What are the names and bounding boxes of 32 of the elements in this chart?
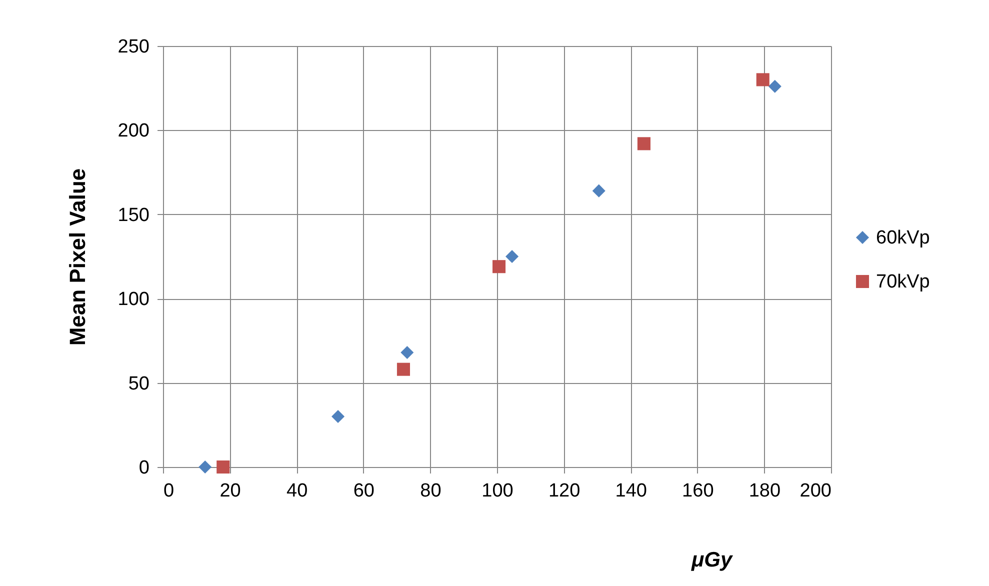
- x-tick-label: 80: [420, 480, 442, 502]
- x-axis-title: μGy: [690, 548, 734, 572]
- point: [216, 460, 230, 474]
- point: [331, 410, 345, 423]
- legend-label: 60kVp: [876, 228, 930, 248]
- y-axis-title: Mean Pixel Value: [64, 168, 90, 346]
- point: [768, 80, 782, 93]
- point: [198, 460, 212, 474]
- x-tick-label: 120: [548, 480, 580, 502]
- y-tick-label: 50: [128, 373, 150, 394]
- y-tick-label: 200: [118, 120, 150, 142]
- x-tick-label: 180: [748, 480, 781, 502]
- x-tick-label: 40: [286, 480, 308, 502]
- y-tick-label: 250: [118, 36, 150, 58]
- x-tick-label: 160: [682, 480, 714, 502]
- x-tick-label: 140: [615, 480, 647, 502]
- x-tick-label: 200: [800, 480, 832, 502]
- x-tick-label: 20: [220, 480, 241, 502]
- point: [506, 250, 519, 264]
- y-tick-label: 100: [118, 289, 150, 310]
- point: [396, 362, 410, 376]
- y-tick-label: 0: [138, 458, 150, 478]
- x-tick-label: 100: [482, 480, 514, 502]
- point: [400, 346, 414, 360]
- point: [756, 73, 770, 86]
- point: [637, 137, 650, 150]
- y-tick-label: 150: [118, 204, 150, 226]
- x-tick-label: 0: [164, 480, 174, 502]
- x-tick-label: 60: [353, 480, 374, 502]
- point: [592, 184, 606, 198]
- point: [492, 260, 506, 274]
- legend-label: 70kVp: [876, 272, 930, 292]
